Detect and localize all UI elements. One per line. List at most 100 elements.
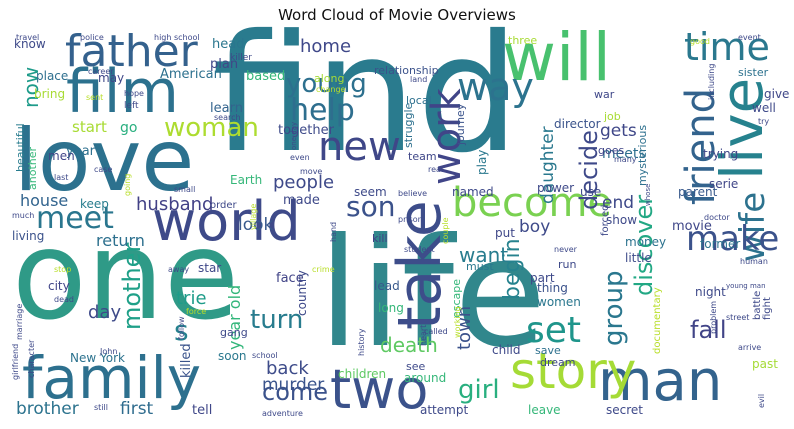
word-child: child bbox=[492, 343, 521, 357]
word-follow: follow bbox=[177, 316, 186, 340]
word-one: one bbox=[12, 205, 239, 347]
word-town: town bbox=[454, 306, 475, 350]
word-end: end bbox=[602, 193, 634, 213]
word-husband: husband bbox=[136, 194, 213, 215]
word-woman: woman bbox=[164, 113, 259, 143]
word-power: power bbox=[537, 181, 574, 195]
word-face: face bbox=[276, 271, 304, 286]
word-sent: sent bbox=[86, 93, 103, 102]
word-father: father bbox=[65, 26, 199, 77]
word-make: make bbox=[686, 219, 779, 259]
word-one-day: one day bbox=[290, 122, 298, 150]
word-still: still bbox=[94, 403, 108, 412]
word-take: take bbox=[385, 200, 455, 330]
word-working: working bbox=[453, 306, 462, 338]
word-another: another bbox=[26, 147, 39, 190]
word-former: former bbox=[700, 237, 740, 251]
word-may: may bbox=[98, 71, 124, 85]
word-little: little bbox=[625, 251, 652, 265]
word-city: city bbox=[48, 279, 70, 293]
word-war: war bbox=[594, 88, 615, 101]
word-called: called bbox=[424, 327, 448, 336]
word-together: together bbox=[278, 123, 335, 138]
word-struggle: struggle bbox=[402, 102, 415, 148]
word-two: two bbox=[330, 358, 428, 421]
word-head: head bbox=[212, 37, 244, 52]
word-school: school bbox=[252, 351, 278, 360]
word-character: character bbox=[27, 339, 36, 378]
word-bring: bring bbox=[34, 87, 65, 101]
word-left: left bbox=[124, 101, 139, 111]
word-last: last bbox=[54, 173, 68, 182]
word-based: based bbox=[246, 69, 285, 84]
word-prison: prison bbox=[398, 215, 423, 224]
word-trying: trying bbox=[703, 147, 738, 161]
word-learn: learn bbox=[210, 101, 243, 116]
word-mother: mother bbox=[118, 243, 146, 330]
word-trie: trie bbox=[176, 288, 207, 309]
word-career: career bbox=[88, 67, 114, 76]
word-around: around bbox=[404, 371, 446, 385]
word-find: find bbox=[212, 1, 520, 189]
word-secret: secret bbox=[606, 403, 643, 417]
word-street: street bbox=[726, 313, 749, 322]
word-dream: dream bbox=[540, 356, 576, 369]
word-many: many bbox=[614, 155, 637, 164]
word-return: return bbox=[96, 231, 145, 250]
word-life: life bbox=[318, 207, 546, 381]
word-try: try bbox=[758, 117, 769, 126]
word-good: good bbox=[690, 37, 710, 46]
word-relationship: relationship bbox=[374, 64, 439, 77]
word-tell: tell bbox=[192, 403, 212, 418]
word-earth: Earth bbox=[230, 173, 262, 187]
word-goes: goes bbox=[598, 144, 624, 157]
word-country: country bbox=[295, 270, 309, 316]
word-mysterious: mysterious bbox=[636, 125, 649, 186]
word-must: must bbox=[466, 260, 494, 273]
word-day: day bbox=[88, 302, 121, 323]
word-including: including bbox=[707, 64, 716, 100]
word-back: back bbox=[266, 358, 309, 379]
word-forced: forced bbox=[600, 204, 611, 236]
word-doctor: doctor bbox=[704, 213, 730, 222]
word-case: case bbox=[94, 165, 112, 174]
word-film: film bbox=[66, 57, 179, 127]
word-world: world bbox=[152, 190, 301, 253]
word-battle: battle bbox=[752, 291, 763, 320]
word-named: named bbox=[452, 185, 494, 199]
word-human: human bbox=[740, 257, 768, 266]
word-new: new bbox=[318, 124, 401, 170]
word-thing: thing bbox=[537, 281, 568, 295]
word-year-old: year old bbox=[225, 285, 244, 350]
chart-title: Word Cloud of Movie Overviews bbox=[278, 6, 516, 24]
word-place: place bbox=[36, 69, 68, 83]
word-parent: parent bbox=[678, 185, 718, 199]
word-away: away bbox=[168, 265, 189, 274]
word-crime: crime bbox=[312, 265, 335, 274]
word-three: three bbox=[508, 34, 537, 47]
word-even: even bbox=[290, 153, 310, 162]
word-gets: gets bbox=[600, 121, 637, 141]
word-real: real bbox=[428, 165, 443, 174]
word-going: going bbox=[123, 174, 132, 196]
word-heart: heart bbox=[419, 325, 428, 346]
word-play: play bbox=[475, 150, 489, 175]
word-begin: begin bbox=[500, 238, 525, 300]
word-american: American bbox=[160, 67, 222, 82]
word-boy: boy bbox=[519, 217, 550, 237]
word-killer: killer bbox=[230, 53, 252, 63]
word-john: John bbox=[99, 347, 117, 356]
word-show: show bbox=[606, 213, 637, 227]
word-problem: problem bbox=[709, 301, 718, 334]
word-made: made bbox=[283, 193, 320, 208]
word-way: way bbox=[457, 65, 534, 109]
word-set: set bbox=[526, 310, 581, 351]
word-save: save bbox=[535, 344, 561, 357]
word-arrive: arrive bbox=[738, 343, 761, 352]
word-change: change bbox=[316, 85, 346, 94]
word-much: much bbox=[12, 211, 34, 220]
word-team: team bbox=[408, 150, 437, 163]
word-first: first bbox=[120, 399, 154, 419]
word-long: long bbox=[378, 301, 404, 315]
